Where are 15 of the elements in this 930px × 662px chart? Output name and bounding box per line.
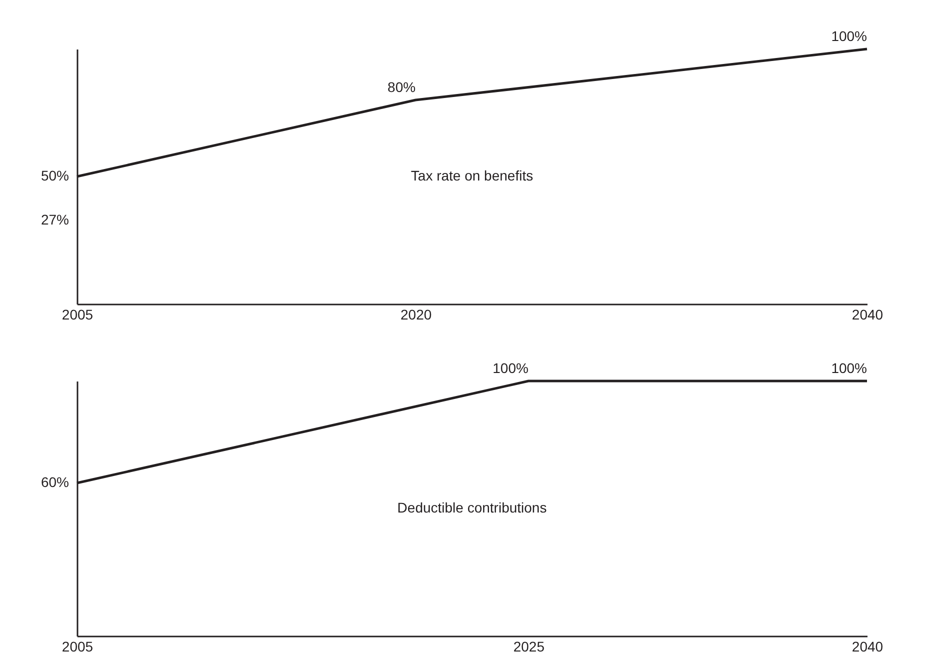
x-tick-label: 2005 [62,638,94,654]
x-tick-label: 2040 [852,306,884,322]
text: 27% [40,212,69,228]
x-tick-label: 2025 [513,638,545,654]
data-label: 60% [40,474,69,490]
data-label: 100% [831,28,867,44]
text: Deductible contributions [397,500,547,516]
data-label: 80% [388,79,416,95]
x-tick-label: 2040 [852,638,884,654]
text: Tax rate on benefits [410,168,534,184]
x-tick-label: 2020 [400,306,432,322]
data-label: 50% [40,168,69,184]
data-label: 100% [831,360,867,376]
data-label: 100% [492,360,528,376]
x-tick-label: 2005 [62,306,94,322]
